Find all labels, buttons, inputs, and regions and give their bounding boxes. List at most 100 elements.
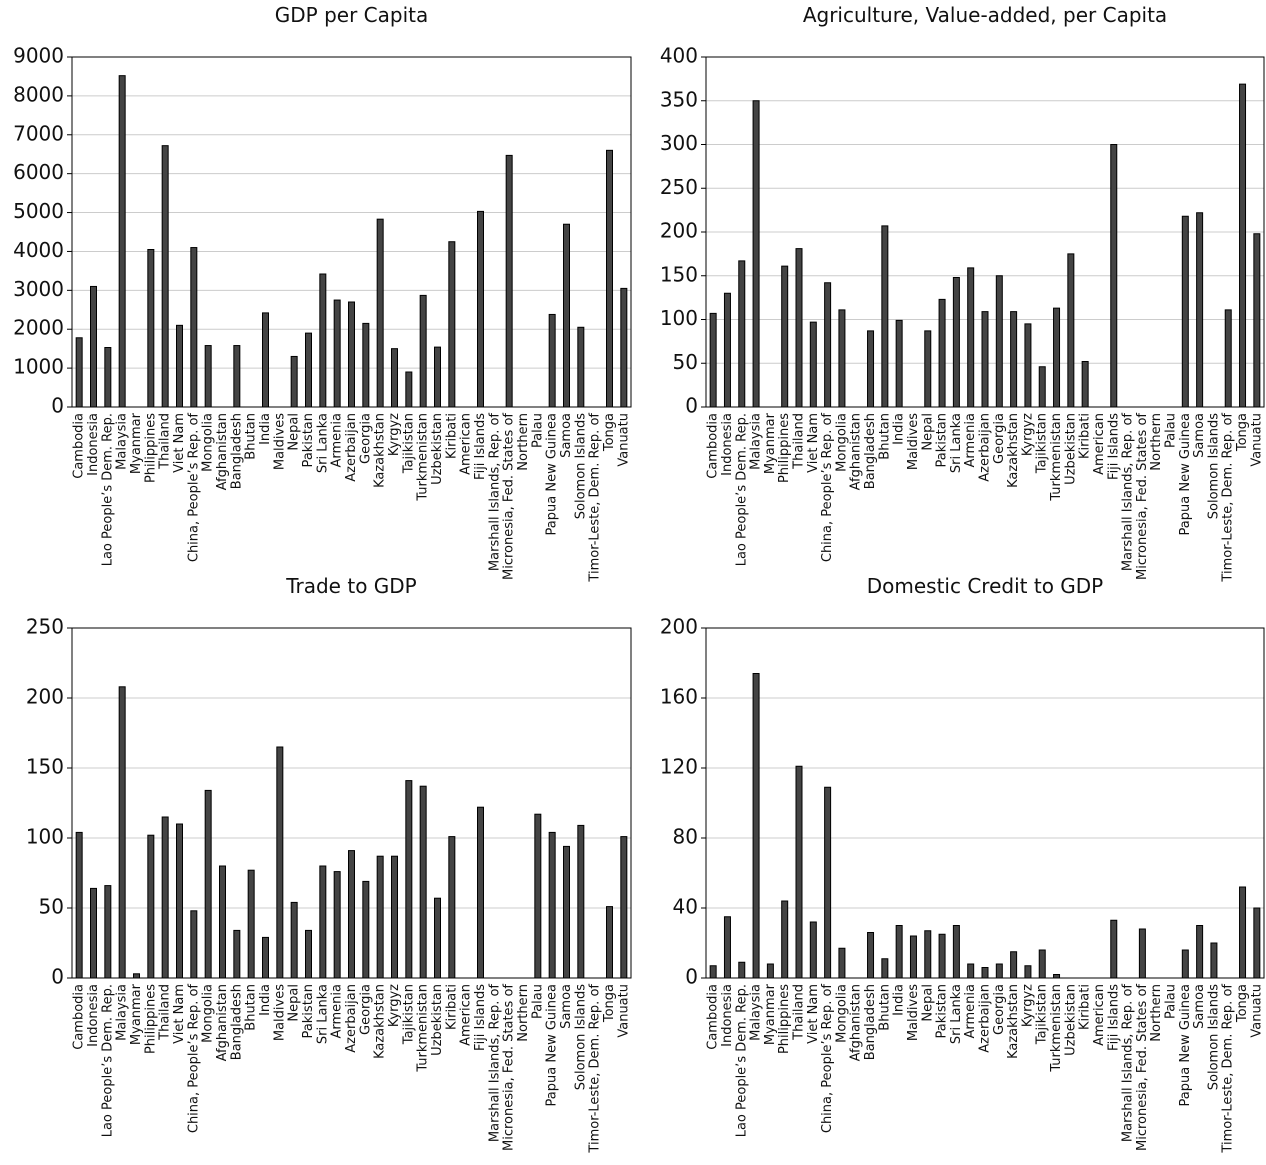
bar <box>838 947 846 979</box>
bar <box>824 282 832 408</box>
bar <box>118 75 126 408</box>
x-tick-label: Afghanistan <box>849 984 864 1061</box>
y-tick-label: 0 <box>685 965 698 989</box>
x-tick-label: Kiribati <box>1078 413 1093 459</box>
x-tick-label: Armenia <box>330 413 345 468</box>
bar <box>1239 886 1247 979</box>
x-tick-label: American <box>1092 413 1107 475</box>
x-tick-label: Lao People’s Dem. Rep. <box>734 413 749 566</box>
y-tick-label: 400 <box>660 44 698 68</box>
x-tick-label: Maldives <box>272 984 287 1041</box>
bar <box>938 298 946 408</box>
y-tick-label: 5000 <box>13 199 64 223</box>
bar <box>90 887 97 979</box>
x-tick-label: Tonga <box>1235 984 1250 1023</box>
y-tick-label: 7000 <box>13 121 64 145</box>
x-tick-label: Afghanistan <box>849 413 864 490</box>
x-tick-label: Palau <box>530 413 545 448</box>
bar <box>190 247 198 408</box>
bar <box>548 313 556 408</box>
x-tick-label: Georgia <box>358 984 373 1035</box>
chart-title: Trade to GDP <box>285 574 417 598</box>
x-tick-label: Mongolia <box>834 413 849 472</box>
bar <box>161 816 169 979</box>
bar <box>563 223 570 408</box>
x-tick-label: Kyrgyz <box>387 413 402 456</box>
x-tick-label: Fiji Islands <box>1106 413 1121 480</box>
x-tick-label: Georgia <box>992 984 1007 1035</box>
bar <box>147 834 155 979</box>
x-tick-label: Uzbekistan <box>430 413 445 485</box>
x-tick-label: Kazakhstan <box>373 984 388 1059</box>
bar <box>766 963 774 979</box>
bar <box>391 348 398 408</box>
x-tick-label: Mongolia <box>201 984 216 1043</box>
x-tick-label: Samoa <box>1192 413 1207 458</box>
bar <box>247 869 255 979</box>
bar <box>952 925 960 979</box>
x-tick-label: Lao People’s Dem. Rep. <box>734 984 749 1137</box>
bar <box>881 958 889 979</box>
bar <box>405 780 413 979</box>
y-tick-label: 120 <box>660 755 698 779</box>
bar <box>1196 212 1204 408</box>
x-tick-label: Kiribati <box>1078 984 1093 1030</box>
bar <box>391 855 398 979</box>
x-tick-label: Vanuatu <box>1249 413 1264 467</box>
x-tick-label: Malaysia <box>749 413 764 470</box>
x-tick-label: Myanmar <box>763 412 778 474</box>
bar <box>133 973 140 979</box>
x-tick-label: India <box>258 413 273 445</box>
x-tick-label: Northern <box>516 984 531 1042</box>
bar <box>1181 215 1189 408</box>
bar <box>881 225 889 408</box>
x-tick-label: Pakistan <box>301 413 316 467</box>
bar <box>781 900 789 979</box>
y-tick-label: 6000 <box>13 160 64 184</box>
y-tick-label: 150 <box>26 755 64 779</box>
x-tick-label: China, People’s Rep. of <box>820 413 835 563</box>
x-tick-label: Indonesia <box>720 984 735 1047</box>
x-tick-label: Lao People’s Dem. Rep. <box>100 413 115 566</box>
x-tick-label: Sri Lanka <box>315 984 330 1044</box>
bar <box>419 785 427 979</box>
x-tick-label: Azerbaijan <box>344 413 359 482</box>
plot-frame <box>705 627 1265 979</box>
x-tick-label: Cambodia <box>72 984 87 1050</box>
x-tick-label: Georgia <box>992 413 1007 464</box>
x-tick-label: Philippines <box>143 984 158 1054</box>
bar <box>895 925 903 979</box>
y-tick-label: 80 <box>673 825 698 849</box>
bar <box>738 260 746 408</box>
x-tick-label: Azerbaijan <box>344 984 359 1053</box>
x-tick-label: Afghanistan <box>215 984 230 1061</box>
x-tick-label: Solomon Islands <box>573 413 588 519</box>
x-tick-label: Tajikistan <box>401 984 416 1045</box>
bar <box>161 145 169 408</box>
bar <box>104 347 112 408</box>
x-tick-label: Northern <box>1149 413 1164 471</box>
bar <box>534 813 542 979</box>
bar <box>190 910 198 979</box>
bar <box>405 371 413 408</box>
x-tick-label: Azerbaijan <box>978 413 993 482</box>
x-tick-label: Nepal <box>287 984 302 1022</box>
bar <box>333 299 341 408</box>
x-tick-label: Tonga <box>602 984 617 1023</box>
y-tick-label: 150 <box>660 262 698 286</box>
x-tick-label: India <box>892 413 907 445</box>
bar <box>620 287 628 408</box>
x-tick-label: Turkmenistan <box>416 984 431 1073</box>
x-tick-label: Samoa <box>559 984 574 1029</box>
bar <box>147 249 155 408</box>
y-tick-label: 8000 <box>13 82 64 106</box>
x-tick-label: Georgia <box>358 413 373 464</box>
bar <box>809 921 817 979</box>
x-tick-label: Armenia <box>330 984 345 1039</box>
x-tick-label: Micronesia, Fed. States of <box>1135 984 1150 1151</box>
x-tick-label: Bhutan <box>244 984 259 1031</box>
bar <box>233 345 241 408</box>
x-tick-label: Myanmar <box>129 983 144 1045</box>
y-tick-label: 350 <box>660 87 698 111</box>
